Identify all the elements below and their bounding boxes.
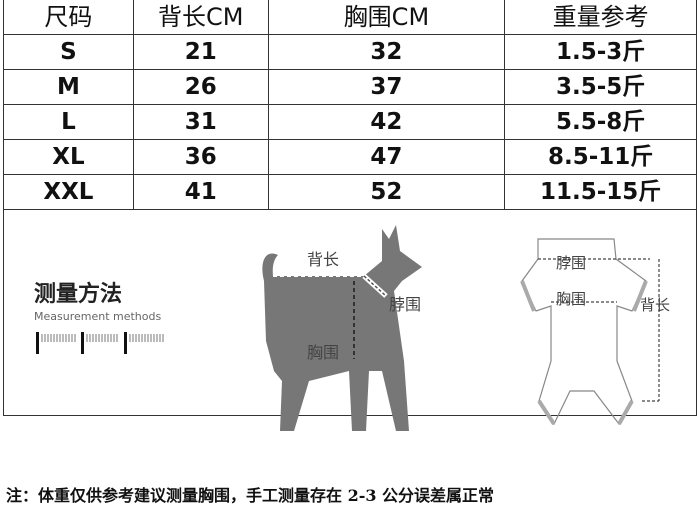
table-row: S 21 32 1.5-3斤	[3, 34, 697, 70]
measurement-panel: 测量方法 Measurement methods 背长 脖围 胸围 脖围 胸围	[3, 206, 697, 431]
cell: 31	[132, 104, 269, 140]
garment-neck-label: 脖围	[556, 254, 587, 272]
table-row: L 31 42 5.5-8斤	[3, 104, 697, 140]
size-table: 尺码 背长CM 胸围CM 重量参考 S 21 32 1.5-3斤 M 26 37 3.5-5…	[3, 0, 697, 210]
cell: XL	[3, 139, 134, 175]
cell: 11.5-15斤	[504, 174, 697, 210]
cell: XXL	[3, 174, 134, 210]
header-back-length: 背长CM	[132, 0, 269, 35]
cell: 26	[132, 69, 269, 105]
cell: 52	[267, 174, 506, 210]
cell: 47	[267, 139, 506, 175]
cell: S	[3, 34, 134, 70]
cell: 5.5-8斤	[504, 104, 697, 140]
dog-chest-label: 胸围	[307, 343, 340, 362]
cell: 36	[132, 139, 269, 175]
cell: M	[3, 69, 134, 105]
cell: 32	[267, 34, 506, 70]
cell: 37	[267, 69, 506, 105]
cell: 1.5-3斤	[504, 34, 697, 70]
table-row: XXL 41 52 11.5-15斤	[3, 174, 697, 210]
measure-subtitle: Measurement methods	[34, 310, 162, 323]
header-size: 尺码	[3, 0, 134, 35]
cell: 8.5-11斤	[504, 139, 697, 175]
garment-back-label: 背长	[640, 296, 671, 314]
cell: 42	[267, 104, 506, 140]
dog-back-label: 背长	[307, 250, 340, 269]
dog-silhouette-icon	[262, 225, 422, 431]
table-row: M 26 37 3.5-5斤	[3, 69, 697, 105]
table-header-row: 尺码 背长CM 胸围CM 重量参考	[3, 0, 697, 35]
measure-title: 测量方法	[34, 282, 123, 307]
cell: L	[3, 104, 134, 140]
cell: 21	[132, 34, 269, 70]
garment-chest-label: 胸围	[556, 290, 587, 308]
header-weight: 重量参考	[504, 0, 697, 35]
dog-neck-label: 脖围	[389, 295, 422, 314]
cell: 3.5-5斤	[504, 69, 697, 105]
footnote: 注：体重仅供参考建议测量胸围，手工测量存在 2-3 公分误差属正常	[6, 486, 495, 505]
header-chest: 胸围CM	[267, 0, 506, 35]
table-row: XL 36 47 8.5-11斤	[3, 139, 697, 175]
cell: 41	[132, 174, 269, 210]
garment-diagram-icon	[520, 238, 660, 426]
ruler-icon	[36, 332, 164, 354]
